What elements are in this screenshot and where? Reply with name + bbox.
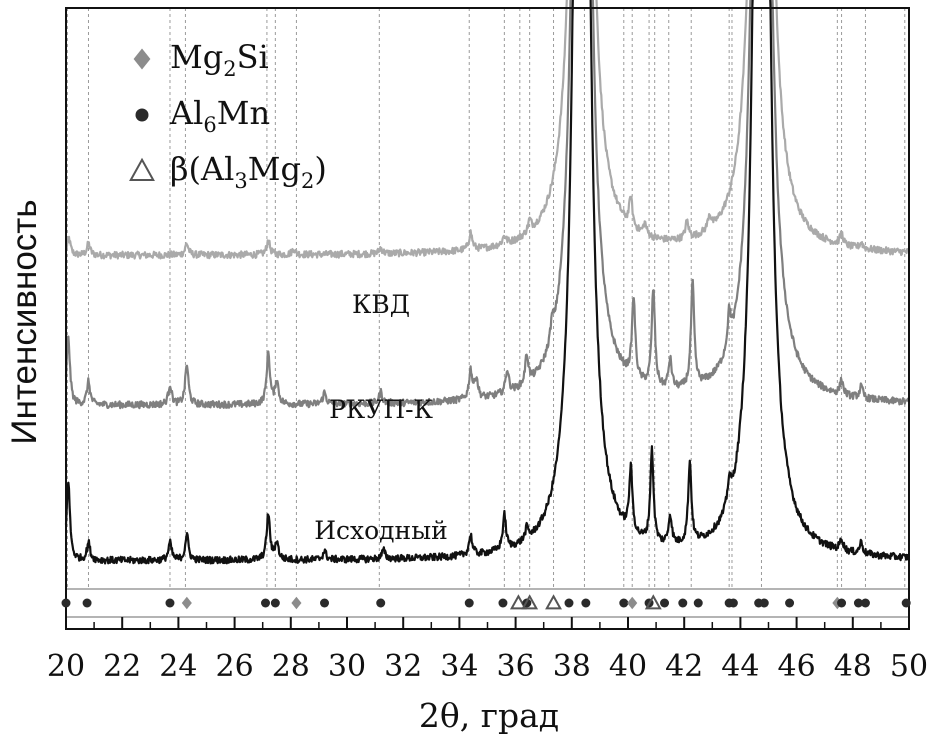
phase-marker-triangle [509,594,527,610]
legend-symbol-triangle [129,157,155,181]
phase-marker-circle [759,598,769,608]
series-line-2 [64,0,910,410]
phase-marker-circle [464,598,474,608]
legend-label-1: Mg2Si [170,38,269,81]
legend-label-2: Al6Mn [169,94,270,137]
x-tick-label: 46 [778,649,816,684]
phase-marker-circle [693,598,703,608]
phase-marker-circle [860,598,870,608]
legend-label-3: β(Al3Mg2) [170,150,327,193]
x-tick-label: 42 [665,649,703,684]
x-tick-label: 38 [553,649,591,684]
phase-marker-circle [853,598,863,608]
phase-markers [61,594,911,610]
legend: Mg2Si Al6Mn β(Al3Mg2) [129,38,327,193]
x-tick-label: 26 [216,649,254,684]
phase-marker-triangle [521,594,539,610]
phase-marker-circle [270,598,280,608]
series-line-1 [65,0,910,260]
legend-symbol-diamond [133,48,151,70]
phase-marker-circle [837,598,847,608]
series-label-1: КВД [352,290,410,319]
x-axis-ticks: 20 22 24 26 28 30 32 34 36 38 40 42 44 46 48 50 [47,617,928,684]
series-label-3: Исходный [314,516,448,545]
phase-marker-circle [165,598,175,608]
phase-marker-circle [498,598,508,608]
phase-marker-circle [82,598,92,608]
x-tick-label: 50 [890,649,928,684]
x-tick-label: 28 [272,649,310,684]
phase-marker-circle [376,598,386,608]
phase-marker-triangle [644,594,662,610]
phase-marker-circle [61,598,71,608]
phase-marker-circle [619,598,629,608]
y-axis-label: Интенсивность [5,199,44,444]
spectra [64,0,911,565]
phase-marker-circle [678,598,688,608]
phase-marker-diamond [627,596,638,610]
series-line-3 [64,0,911,565]
series-labels: КВД РКУП-К Исходный [314,290,448,545]
phase-marker-circle [901,598,911,608]
x-axis-label: 2θ, град [419,696,559,735]
x-tick-label: 20 [47,649,85,684]
phase-marker-circle [728,598,738,608]
series-label-2: РКУП-К [329,395,433,424]
phase-marker-circle [785,598,795,608]
phase-marker-circle [581,598,591,608]
phase-marker-circle [320,598,330,608]
x-tick-label: 24 [159,649,197,684]
x-tick-label: 40 [609,649,647,684]
phase-marker-diamond [291,596,302,610]
x-tick-label: 44 [721,649,759,684]
phase-marker-circle [261,598,271,608]
x-tick-label: 34 [440,649,478,684]
reference-lines [66,8,906,589]
phase-marker-diamond [181,596,192,610]
phase-marker-triangle [545,594,562,610]
x-tick-label: 36 [497,649,535,684]
phase-marker-circle [660,598,670,608]
x-tick-label: 48 [834,649,872,684]
x-tick-label: 22 [103,649,141,684]
x-tick-label: 30 [328,649,366,684]
x-tick-label: 32 [384,649,422,684]
legend-symbol-circle [135,108,149,122]
phase-marker-circle [564,598,574,608]
